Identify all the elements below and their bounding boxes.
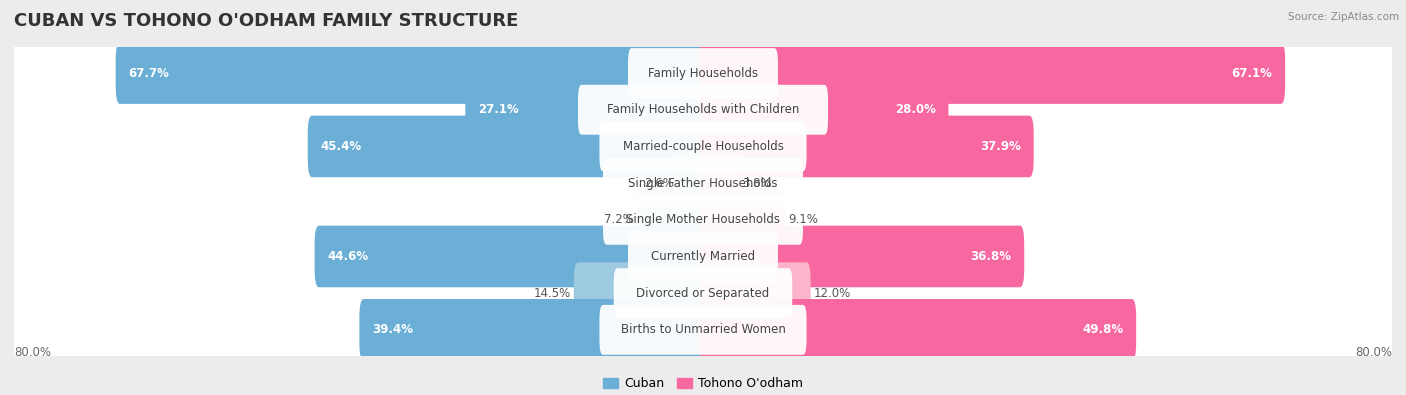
FancyBboxPatch shape <box>599 305 807 355</box>
Text: Single Mother Households: Single Mother Households <box>626 213 780 226</box>
FancyBboxPatch shape <box>10 64 1396 156</box>
Text: 67.1%: 67.1% <box>1232 67 1272 79</box>
Text: 45.4%: 45.4% <box>321 140 361 153</box>
Legend: Cuban, Tohono O'odham: Cuban, Tohono O'odham <box>598 372 808 395</box>
FancyBboxPatch shape <box>614 268 792 318</box>
Text: Single Father Households: Single Father Households <box>628 177 778 190</box>
Text: 12.0%: 12.0% <box>813 287 851 300</box>
Text: 7.2%: 7.2% <box>605 213 634 226</box>
FancyBboxPatch shape <box>10 210 1396 303</box>
FancyBboxPatch shape <box>603 158 803 208</box>
FancyBboxPatch shape <box>628 231 778 281</box>
FancyBboxPatch shape <box>10 247 1396 339</box>
Text: Married-couple Households: Married-couple Households <box>623 140 783 153</box>
Text: Divorced or Separated: Divorced or Separated <box>637 287 769 300</box>
FancyBboxPatch shape <box>115 42 707 104</box>
Text: 14.5%: 14.5% <box>534 287 571 300</box>
FancyBboxPatch shape <box>699 299 1136 361</box>
FancyBboxPatch shape <box>599 122 807 171</box>
FancyBboxPatch shape <box>578 85 828 135</box>
FancyBboxPatch shape <box>699 152 740 214</box>
Text: Source: ZipAtlas.com: Source: ZipAtlas.com <box>1288 12 1399 22</box>
Text: 3.8%: 3.8% <box>742 177 772 190</box>
Text: 28.0%: 28.0% <box>894 103 935 116</box>
FancyBboxPatch shape <box>676 152 707 214</box>
FancyBboxPatch shape <box>465 79 707 141</box>
FancyBboxPatch shape <box>308 116 707 177</box>
Text: 27.1%: 27.1% <box>478 103 519 116</box>
Text: 2.6%: 2.6% <box>644 177 673 190</box>
FancyBboxPatch shape <box>10 100 1396 193</box>
Text: 39.4%: 39.4% <box>373 324 413 336</box>
Text: Family Households: Family Households <box>648 67 758 79</box>
Text: 80.0%: 80.0% <box>1355 346 1392 359</box>
Text: Births to Unmarried Women: Births to Unmarried Women <box>620 324 786 336</box>
Text: 37.9%: 37.9% <box>980 140 1021 153</box>
Text: Currently Married: Currently Married <box>651 250 755 263</box>
FancyBboxPatch shape <box>603 195 803 245</box>
FancyBboxPatch shape <box>574 262 707 324</box>
FancyBboxPatch shape <box>699 189 786 250</box>
FancyBboxPatch shape <box>10 137 1396 229</box>
Text: 80.0%: 80.0% <box>14 346 51 359</box>
Text: CUBAN VS TOHONO O'ODHAM FAMILY STRUCTURE: CUBAN VS TOHONO O'ODHAM FAMILY STRUCTURE <box>14 12 519 30</box>
FancyBboxPatch shape <box>699 42 1285 104</box>
Text: 9.1%: 9.1% <box>789 213 818 226</box>
FancyBboxPatch shape <box>10 284 1396 376</box>
FancyBboxPatch shape <box>315 226 707 287</box>
FancyBboxPatch shape <box>360 299 707 361</box>
FancyBboxPatch shape <box>699 79 949 141</box>
Text: Family Households with Children: Family Households with Children <box>607 103 799 116</box>
Text: 49.8%: 49.8% <box>1083 324 1123 336</box>
FancyBboxPatch shape <box>699 262 811 324</box>
Text: 67.7%: 67.7% <box>128 67 170 79</box>
Text: 44.6%: 44.6% <box>328 250 368 263</box>
FancyBboxPatch shape <box>699 116 1033 177</box>
FancyBboxPatch shape <box>637 189 707 250</box>
Text: 36.8%: 36.8% <box>970 250 1011 263</box>
FancyBboxPatch shape <box>10 173 1396 266</box>
FancyBboxPatch shape <box>628 48 778 98</box>
FancyBboxPatch shape <box>699 226 1024 287</box>
FancyBboxPatch shape <box>10 27 1396 119</box>
